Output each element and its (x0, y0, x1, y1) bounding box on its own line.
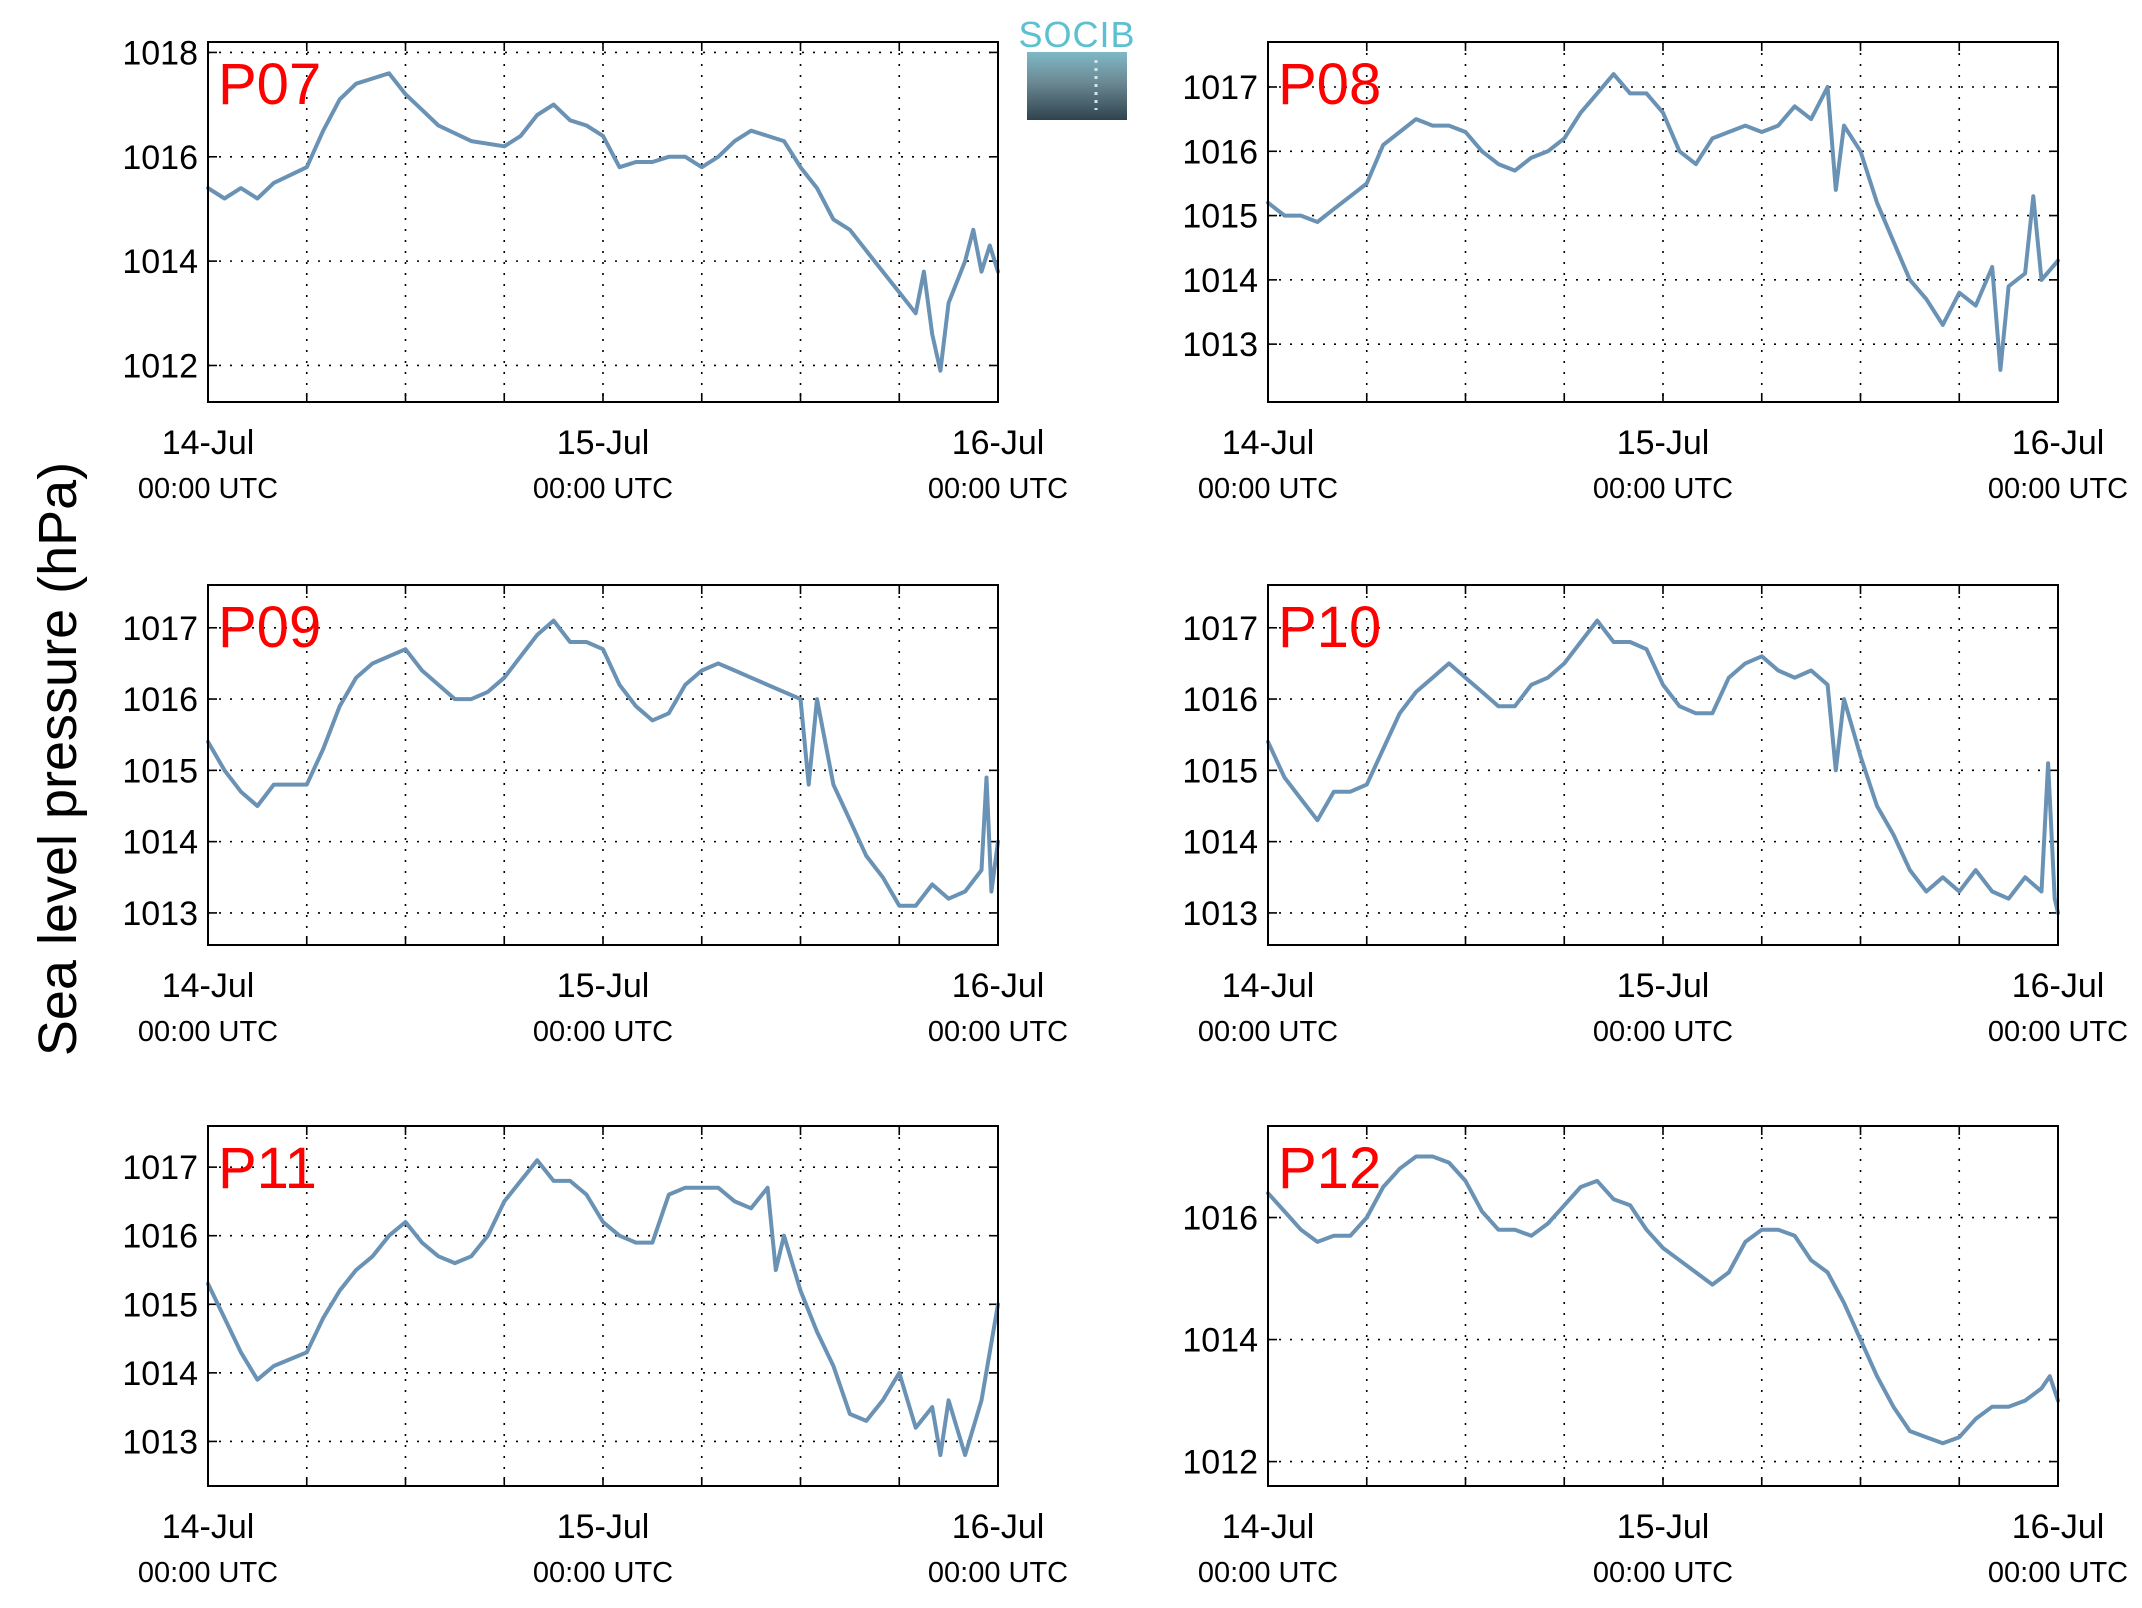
panels: 1012 1014 1016 1018 14-Jul 00:00 UTC 15-Jul 00:… (122, 34, 2128, 1589)
y-tick-label: 1014 (1182, 824, 1258, 862)
axes-frame (1267, 584, 2059, 946)
socib-logo: SOCIB (1018, 14, 1135, 120)
x-tick-time-label: 00:00 UTC (1593, 1557, 1733, 1589)
x-tick-date-label: 15-Jul (557, 967, 650, 1005)
y-tick-label: 1012 (1182, 1444, 1258, 1482)
y-tick-label: 1017 (1182, 69, 1258, 107)
chart-panel-p09: 1013 1014 1015 1016 1017 14-Jul 00:00 UTC 15-Ju… (122, 584, 1068, 1048)
y-tick-label: 1013 (1182, 326, 1258, 364)
y-tick-label: 1013 (122, 895, 198, 933)
logo-text: SOCIB (1018, 14, 1135, 55)
y-tick-label: 1014 (1182, 1322, 1258, 1360)
pressure-series-line (206, 1158, 1000, 1458)
chart-panel-p08: 1013 1014 1015 1016 1017 14-Jul 00:00 UTC 15-Ju… (1182, 41, 2128, 505)
y-tick-label: 1014 (122, 243, 198, 281)
x-tick-time-label: 00:00 UTC (1593, 473, 1733, 505)
y-tick-label: 1015 (122, 752, 198, 790)
pressure-series-line (1266, 72, 2060, 372)
x-tick-date-label: 15-Jul (1617, 1508, 1710, 1546)
x-tick-date-label: 16-Jul (2012, 1508, 2105, 1546)
x-tick-time-label: 00:00 UTC (928, 473, 1068, 505)
panel-label: P12 (1278, 1136, 1381, 1201)
axes-frame (207, 584, 999, 946)
y-tick-label: 1012 (122, 347, 198, 385)
x-tick-time-label: 00:00 UTC (138, 1016, 278, 1048)
x-tick-date-label: 15-Jul (1617, 967, 1710, 1005)
y-tick-label: 1017 (122, 610, 198, 648)
x-tick-time-label: 00:00 UTC (533, 1557, 673, 1589)
chart-panel-p07: 1012 1014 1016 1018 14-Jul 00:00 UTC 15-Jul 00:… (122, 34, 1068, 505)
y-tick-label: 1013 (122, 1423, 198, 1461)
y-tick-label: 1015 (1182, 752, 1258, 790)
x-tick-time-label: 00:00 UTC (1198, 1016, 1338, 1048)
axes-frame (1267, 1125, 2059, 1487)
y-axis-label: Sea level pressure (hPa) (28, 462, 88, 1056)
x-tick-time-label: 00:00 UTC (1198, 1557, 1338, 1589)
x-tick-date-label: 15-Jul (1617, 424, 1710, 462)
axes-frame (1267, 41, 2059, 403)
y-tick-label: 1014 (122, 1355, 198, 1393)
x-tick-date-label: 16-Jul (2012, 967, 2105, 1005)
x-tick-date-label: 14-Jul (1222, 1508, 1315, 1546)
y-tick-label: 1016 (122, 681, 198, 719)
x-tick-date-label: 14-Jul (162, 424, 255, 462)
panel-label: P08 (1278, 52, 1381, 117)
chart-panel-p11: 1013 1014 1015 1016 1017 14-Jul 00:00 UTC 15-Ju… (122, 1125, 1068, 1589)
x-tick-time-label: 00:00 UTC (533, 1016, 673, 1048)
y-tick-label: 1017 (122, 1149, 198, 1187)
panel-label: P07 (218, 52, 321, 117)
x-tick-time-label: 00:00 UTC (1988, 1557, 2128, 1589)
logo-band-icon (1027, 52, 1127, 120)
axes-frame (207, 1125, 999, 1487)
y-tick-label: 1018 (122, 34, 198, 72)
x-tick-date-label: 14-Jul (1222, 967, 1315, 1005)
pressure-series-line (1266, 1154, 2060, 1446)
x-tick-time-label: 00:00 UTC (138, 1557, 278, 1589)
y-tick-label: 1015 (122, 1286, 198, 1324)
x-tick-date-label: 16-Jul (952, 424, 1045, 462)
chart-panel-p12: 1012 1014 1016 14-Jul 00:00 UTC 15-Jul 00:00 U… (1182, 1125, 2128, 1589)
x-tick-time-label: 00:00 UTC (1198, 473, 1338, 505)
x-tick-date-label: 14-Jul (1222, 424, 1315, 462)
x-tick-time-label: 00:00 UTC (533, 473, 673, 505)
y-tick-label: 1016 (1182, 681, 1258, 719)
panel-label: P11 (218, 1136, 317, 1201)
x-tick-time-label: 00:00 UTC (1988, 473, 2128, 505)
x-tick-time-label: 00:00 UTC (928, 1016, 1068, 1048)
pressure-series-line (1266, 618, 2060, 915)
x-tick-date-label: 14-Jul (162, 1508, 255, 1546)
y-tick-label: 1016 (1182, 133, 1258, 171)
y-tick-label: 1016 (122, 139, 198, 177)
axes-frame (207, 41, 999, 403)
x-tick-date-label: 16-Jul (952, 1508, 1045, 1546)
x-tick-date-label: 14-Jul (162, 967, 255, 1005)
y-tick-label: 1014 (1182, 262, 1258, 300)
y-tick-label: 1015 (1182, 198, 1258, 236)
x-tick-date-label: 15-Jul (557, 424, 650, 462)
y-tick-label: 1016 (1182, 1200, 1258, 1238)
x-tick-time-label: 00:00 UTC (138, 473, 278, 505)
x-tick-time-label: 00:00 UTC (928, 1557, 1068, 1589)
x-tick-date-label: 15-Jul (557, 1508, 650, 1546)
x-tick-time-label: 00:00 UTC (1988, 1016, 2128, 1048)
x-tick-date-label: 16-Jul (2012, 424, 2105, 462)
y-tick-label: 1016 (122, 1218, 198, 1256)
y-tick-label: 1014 (122, 824, 198, 862)
chart-panel-p10: 1013 1014 1015 1016 1017 14-Jul 00:00 UTC 15-Ju… (1182, 584, 2128, 1048)
x-tick-date-label: 16-Jul (952, 967, 1045, 1005)
y-tick-label: 1017 (1182, 610, 1258, 648)
panel-label: P09 (218, 595, 321, 660)
panel-label: P10 (1278, 595, 1381, 660)
pressure-series-line (206, 618, 1000, 908)
x-tick-time-label: 00:00 UTC (1593, 1016, 1733, 1048)
y-tick-label: 1013 (1182, 895, 1258, 933)
pressure-series-line (206, 71, 1000, 373)
